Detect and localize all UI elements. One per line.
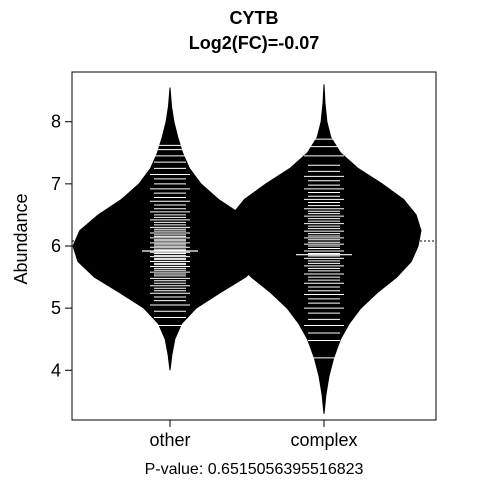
bean-complex <box>226 84 422 414</box>
y-axis-label: Abundance <box>11 193 31 284</box>
observation-lines-layer <box>142 138 352 359</box>
chart-subtitle: Log2(FC)=-0.07 <box>189 33 320 53</box>
y-tick-label: 5 <box>51 298 61 318</box>
x-tick-label: complex <box>290 430 357 450</box>
chart-title: CYTB Log2(FC)=-0.07 <box>189 8 320 53</box>
x-axis-label: P-value: 0.6515056395516823 <box>145 461 364 478</box>
y-tick-label: 8 <box>51 112 61 132</box>
x-axis: other complex <box>149 420 358 450</box>
y-tick-label: 7 <box>51 174 61 194</box>
chart-title-main: CYTB <box>230 8 279 28</box>
x-tick-label: other <box>149 430 190 450</box>
y-axis: 4 5 6 7 8 <box>51 112 72 380</box>
beans-layer <box>72 84 422 414</box>
y-tick-label: 6 <box>51 236 61 256</box>
y-tick-label: 4 <box>51 360 61 380</box>
